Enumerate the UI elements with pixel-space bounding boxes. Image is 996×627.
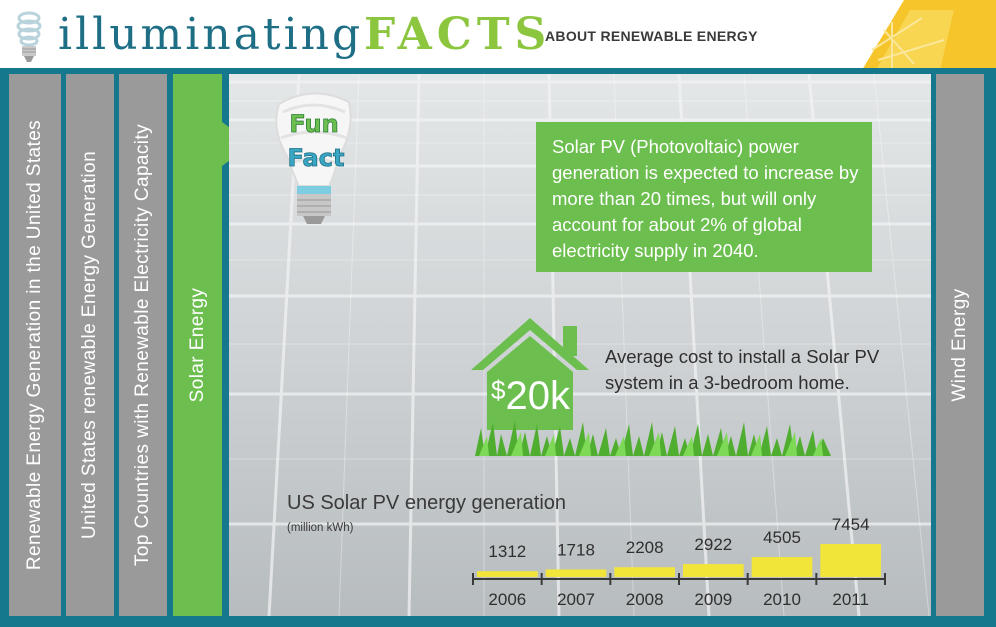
chart-category-label: 2011	[832, 590, 869, 609]
grass-decoration	[475, 420, 831, 456]
tab-wind-energy[interactable]: Wind Energy	[936, 74, 984, 616]
chart-data-label: 1718	[557, 540, 595, 559]
tab-top-countries-capacity[interactable]: Top Countries with Renewable Electricity…	[119, 74, 167, 616]
tab-us-renewable-generation[interactable]: United States renewable Energy Generatio…	[66, 74, 114, 616]
tab-solar-energy[interactable]: Solar Energy	[173, 74, 222, 616]
chart-category-label: 2006	[488, 590, 526, 609]
chart-category-label: 2009	[694, 590, 732, 609]
solar-energy-panel: Fun Fact Solar PV (Photovoltaic) power g…	[229, 74, 931, 616]
chart-unit-label: (million kWh)	[287, 522, 354, 534]
install-cost-currency: $	[491, 375, 506, 405]
chart-bar	[614, 567, 675, 577]
brand-title: illuminating	[58, 9, 364, 60]
fun-fact-callout: Solar PV (Photovoltaic) power generation…	[536, 122, 872, 272]
fun-fact-text: Solar PV (Photovoltaic) power generation…	[552, 136, 859, 261]
light-bulb-logo-icon	[16, 11, 42, 62]
house-icon	[471, 318, 589, 430]
header: illuminating FACTS ABOUT RENEWABLE ENERG…	[0, 0, 996, 70]
chart-data-label: 2922	[694, 535, 732, 554]
tab-renewable-generation-us[interactable]: Renewable Energy Generation in the Unite…	[9, 74, 61, 616]
chart-bar	[477, 571, 538, 577]
install-cost-value: 20k	[505, 374, 570, 418]
tab-label: United States renewable Energy Generatio…	[79, 150, 100, 540]
fun-fact-badge-line2: Fact	[288, 144, 345, 172]
brand-title-accent: FACTS	[364, 9, 552, 60]
fun-fact-badge-line1: Fun	[289, 110, 338, 138]
install-cost-amount: $20k	[491, 374, 570, 418]
chart-data-label: 2208	[626, 538, 664, 557]
chart-data-label: 1312	[488, 542, 526, 561]
chart-data-label: 4505	[763, 528, 801, 547]
tab-label: Renewable Energy Generation in the Unite…	[24, 119, 45, 571]
tab-label: Solar Energy	[186, 287, 208, 403]
tab-label: Top Countries with Renewable Electricity…	[132, 123, 153, 567]
chart-category-label: 2010	[763, 590, 801, 609]
chart-category-label: 2008	[626, 590, 664, 609]
page-subtitle: ABOUT RENEWABLE ENERGY	[545, 28, 758, 44]
chart-bar	[751, 557, 813, 577]
sun-wind-turbine-icon	[862, 0, 996, 70]
chart-data-label: 7454	[832, 515, 870, 534]
tab-label: Wind Energy	[949, 288, 970, 402]
chart-title: US Solar PV energy generation	[287, 492, 567, 514]
chart-bar	[683, 564, 744, 577]
fun-fact-bulb-icon: Fun Fact	[275, 92, 352, 224]
chart-category-label: 2007	[557, 590, 595, 609]
chart-bar	[545, 569, 607, 577]
chart-bar	[820, 544, 881, 577]
install-cost-description: Average cost to install a Solar PV syste…	[605, 346, 880, 393]
solar-generation-bar-chart: 1312 2006 1718 2007 2208 2008 2922 2009 4505 2010…	[472, 515, 886, 609]
